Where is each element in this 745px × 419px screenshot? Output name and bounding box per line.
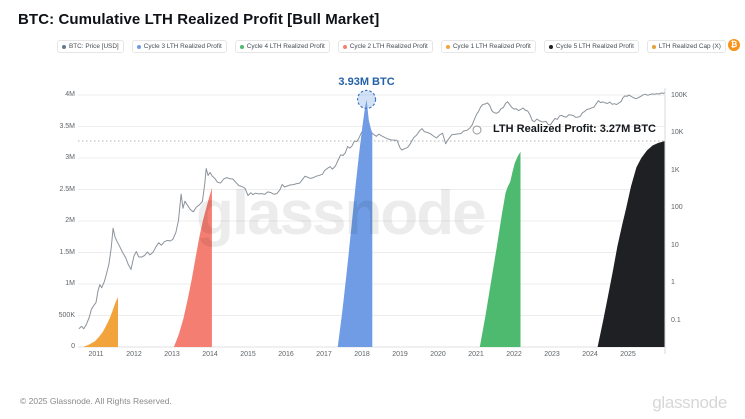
peak-annotation-label: 3.93M BTC xyxy=(338,76,395,89)
y-left-tick-label: 3M xyxy=(65,154,75,161)
price-line xyxy=(78,91,666,330)
legend-label: Cycle 2 LTH Realized Profit xyxy=(349,43,428,50)
x-tick-label: 2019 xyxy=(392,351,408,358)
legend-dot-lth-realized-cap-x xyxy=(651,44,656,49)
legend-item-btc-price-usd[interactable]: BTC: Price [USD] xyxy=(57,40,124,53)
y-left-tick-label: 2M xyxy=(65,217,75,224)
y-left-tick-label: 1M xyxy=(65,280,75,287)
area-cycle-4 xyxy=(479,151,521,347)
x-tick-label: 2014 xyxy=(202,351,218,358)
x-tick-label: 2023 xyxy=(544,351,560,358)
x-tick-label: 2024 xyxy=(582,351,598,358)
y-right-tick-label: 100 xyxy=(671,204,683,211)
legend-item-cycle-3-lth-realized-profit[interactable]: Cycle 3 LTH Realized Profit xyxy=(131,40,227,53)
legend-label: BTC: Price [USD] xyxy=(69,43,119,50)
peak-marker-circle xyxy=(356,89,377,110)
y-left-tick-label: 1.5M xyxy=(59,248,75,256)
x-tick-label: 2018 xyxy=(354,351,370,358)
realized-profit-annotation-label: LTH Realized Profit: 3.27M BTC xyxy=(493,122,656,135)
area-cycle-2 xyxy=(173,187,212,347)
legend-item-lth-realized-cap-x[interactable]: LTH Realized Cap (X) xyxy=(646,40,726,53)
legend-item-cycle-5-lth-realized-profit[interactable]: Cycle 5 LTH Realized Profit xyxy=(543,40,639,53)
legend: BTC: Price [USD] Cycle 3 LTH Realized Pro… xyxy=(57,40,726,53)
x-tick-label: 2021 xyxy=(468,351,484,358)
x-tick-label: 2011 xyxy=(88,351,104,358)
legend-item-cycle-4-lth-realized-profit[interactable]: Cycle 4 LTH Realized Profit xyxy=(234,40,330,53)
legend-label: Cycle 4 LTH Realized Profit xyxy=(246,43,325,50)
x-tick-label: 2025 xyxy=(620,351,636,358)
y-right-tick-label: 1 xyxy=(671,279,675,286)
legend-label: Cycle 1 LTH Realized Profit xyxy=(452,43,531,50)
legend-label: LTH Realized Cap (X) xyxy=(658,43,721,50)
x-tick-label: 2020 xyxy=(430,351,446,358)
y-left-tick-label: 500K xyxy=(58,311,75,319)
legend-label: Cycle 3 LTH Realized Profit xyxy=(143,43,222,50)
area-cycle-5 xyxy=(597,141,665,347)
y-left-tick-label: 4M xyxy=(65,91,75,98)
legend-dot-cycle-3-lth-realized-profit xyxy=(136,44,141,49)
legend-dot-btc-price-usd xyxy=(62,44,66,49)
legend-dot-cycle-5-lth-realized-profit xyxy=(548,44,553,49)
x-tick-label: 2013 xyxy=(164,351,180,358)
legend-dot-cycle-4-lth-realized-profit xyxy=(239,44,244,49)
area-cycle-3 xyxy=(337,99,373,348)
y-left-tick-label: 3.5M xyxy=(59,122,75,130)
x-tick-label: 2015 xyxy=(240,351,256,358)
legend-item-cycle-2-lth-realized-profit[interactable]: Cycle 2 LTH Realized Profit xyxy=(337,40,433,53)
x-tick-label: 2012 xyxy=(126,351,142,358)
y-right-tick-label: 10 xyxy=(671,241,679,249)
legend-item-cycle-1-lth-realized-profit[interactable]: Cycle 1 LTH Realized Profit xyxy=(440,40,536,53)
annotation-icon xyxy=(472,125,482,135)
page-title: BTC: Cumulative LTH Realized Profit [Bul… xyxy=(18,11,380,28)
footer-copyright: © 2025 Glassnode. All Rights Reserved. xyxy=(20,396,172,406)
legend-dot-cycle-1-lth-realized-profit xyxy=(445,44,450,49)
glassnode-logo: glassnode xyxy=(652,393,727,412)
legend-label: Cycle 5 LTH Realized Profit xyxy=(555,43,634,50)
x-tick-label: 2016 xyxy=(278,351,294,358)
x-tick-label: 2022 xyxy=(506,351,522,358)
x-tick-label: 2017 xyxy=(316,351,332,358)
bitcoin-icon[interactable]: ₿ xyxy=(728,39,740,51)
y-right-tick-label: 10K xyxy=(671,129,684,136)
y-left-tick-label: 0 xyxy=(71,343,75,350)
legend-dot-cycle-2-lth-realized-profit xyxy=(342,44,347,49)
y-right-tick-label: 100K xyxy=(671,91,688,99)
y-left-tick-label: 2.5M xyxy=(59,185,75,193)
y-right-tick-label: 1K xyxy=(671,166,680,174)
area-cycle-1 xyxy=(83,297,118,347)
y-right-tick-label: 0.1 xyxy=(671,316,681,324)
